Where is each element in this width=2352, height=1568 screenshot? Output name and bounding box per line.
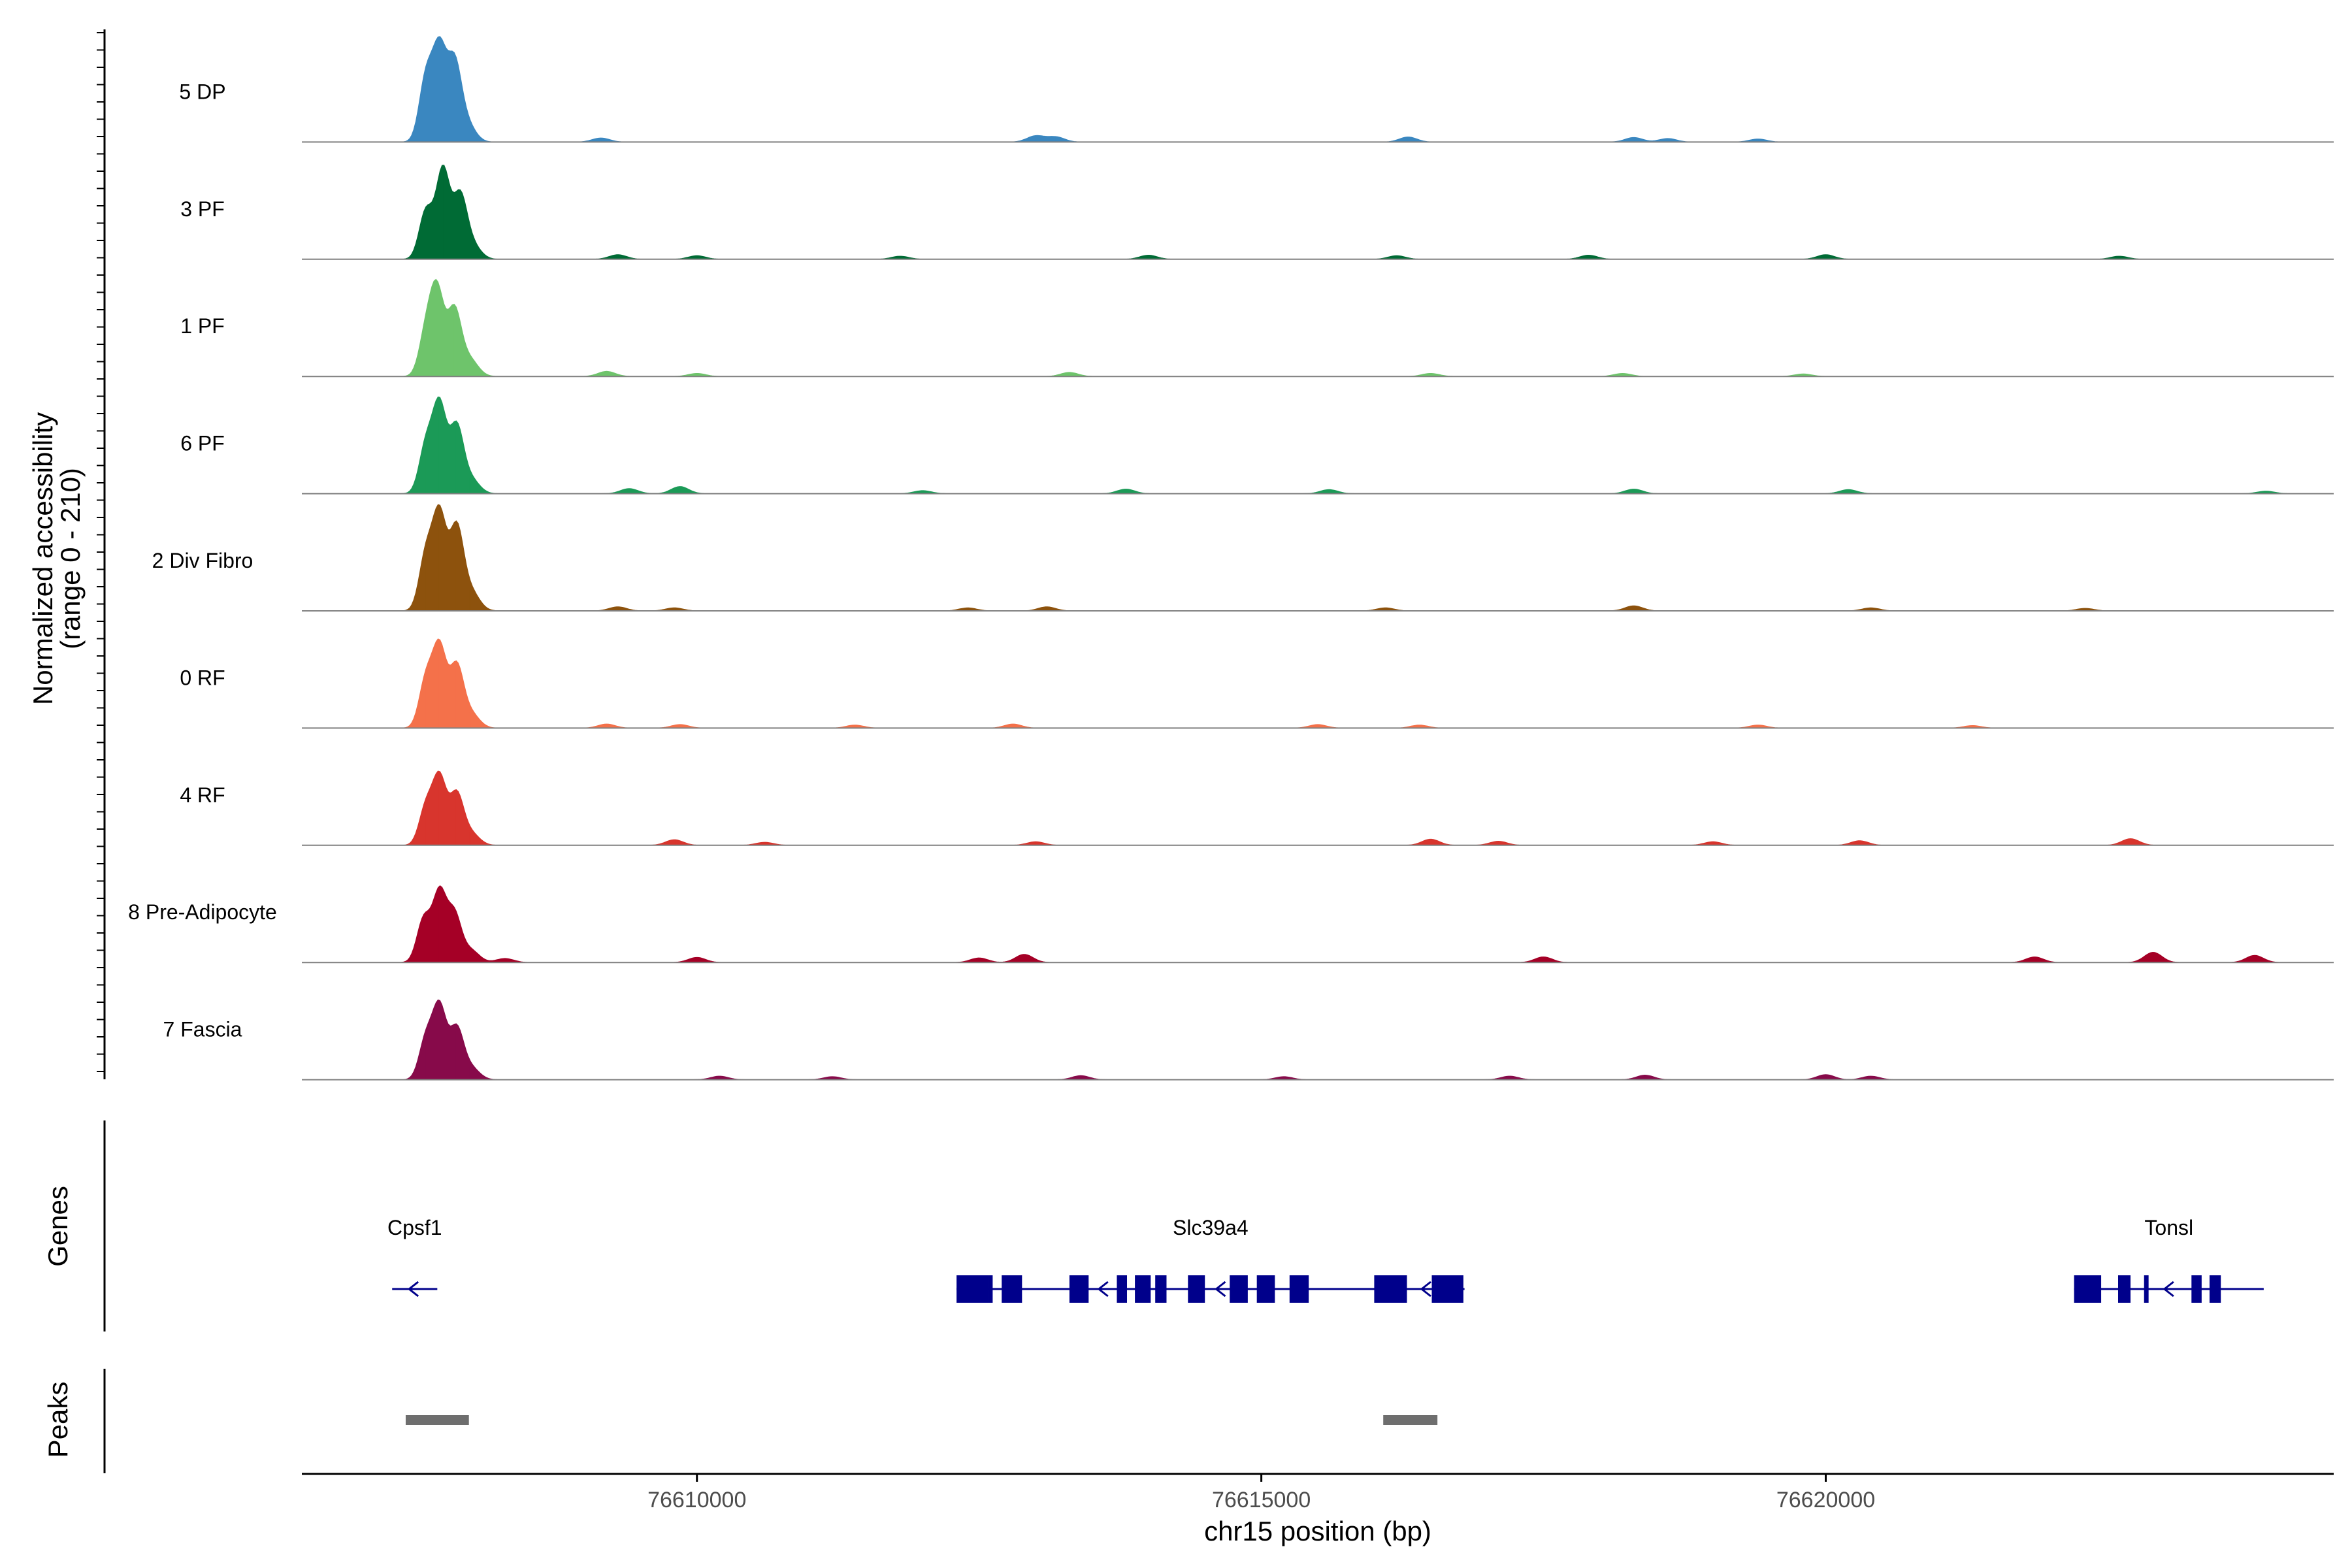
track-6: 4 RF — [180, 770, 2334, 846]
gene-label: Slc39a4 — [1173, 1216, 1249, 1239]
track-label: 3 PF — [180, 197, 225, 221]
gene-exon — [2117, 1275, 2131, 1303]
strand-arrow — [1420, 1281, 1431, 1298]
y-axis-title-line2: (range 0 - 210) — [55, 468, 86, 649]
track-2: 1 PF — [180, 278, 2334, 378]
track-label: 5 DP — [179, 80, 225, 103]
coverage-area — [302, 885, 2334, 963]
coverage-area — [302, 999, 2334, 1081]
gene-exon — [2144, 1275, 2149, 1303]
strand-arrow — [1097, 1281, 1109, 1298]
track-8: 7 Fascia — [163, 999, 2334, 1081]
strand-arrow — [2163, 1281, 2174, 1298]
x-axis-tick-label: 76620000 — [1776, 1488, 1875, 1512]
coverage-area — [302, 278, 2334, 377]
gene-label: Cpsf1 — [387, 1216, 442, 1239]
gene-exon — [1135, 1275, 1151, 1303]
track-7: 8 Pre-Adipocyte — [128, 885, 2334, 964]
track-label: 8 Pre-Adipocyte — [128, 900, 277, 924]
gene-label: Tonsl — [2144, 1216, 2193, 1239]
gene-exon — [1230, 1275, 1248, 1303]
peaks-panel — [405, 1415, 1438, 1425]
x-axis-tick-label: 76610000 — [647, 1488, 746, 1512]
gene-slc39a4: Slc39a4 — [956, 1216, 1465, 1303]
gene-exon — [2074, 1275, 2102, 1303]
gene-exon — [1002, 1275, 1022, 1303]
coverage-area — [302, 638, 2334, 728]
peak-region — [405, 1415, 469, 1425]
genes-panel: Cpsf1 Slc39a4 Tonsl — [387, 1216, 2264, 1303]
track-label: 7 Fascia — [163, 1018, 242, 1041]
gene-exon — [1374, 1275, 1407, 1303]
y-axis-title-line1: Normalized accessibility — [27, 412, 58, 705]
coverage-area — [302, 504, 2334, 612]
track-0: 5 DP — [179, 36, 2334, 143]
coverage-area — [302, 165, 2334, 260]
coverage-area — [302, 36, 2334, 142]
peaks-panel-title: Peaks — [42, 1382, 73, 1458]
x-axis-ticks: 76610000 76615000 76620000 — [647, 1474, 1875, 1512]
x-axis-title: chr15 position (bp) — [1204, 1516, 1431, 1546]
x-axis-tick-label: 76615000 — [1212, 1488, 1311, 1512]
gene-cpsf1: Cpsf1 — [387, 1216, 442, 1298]
track-1: 3 PF — [180, 165, 2334, 260]
gene-exon — [2209, 1275, 2221, 1303]
gene-tonsl: Tonsl — [2074, 1216, 2264, 1303]
gene-exon — [2191, 1275, 2202, 1303]
track-5: 0 RF — [180, 638, 2334, 729]
track-label: 6 PF — [180, 432, 225, 455]
gene-exon — [956, 1275, 988, 1303]
track-label: 2 Div Fibro — [152, 549, 253, 572]
track-label: 0 RF — [180, 666, 225, 689]
gene-exon — [1155, 1275, 1167, 1303]
strand-arrow — [1215, 1281, 1226, 1298]
coverage-area — [302, 396, 2334, 495]
strand-arrow — [407, 1281, 419, 1298]
track-4: 2 Div Fibro — [152, 504, 2334, 612]
track-3: 6 PF — [180, 396, 2334, 495]
track-label: 1 PF — [180, 314, 225, 338]
gene-exon — [988, 1275, 993, 1303]
genes-panel-title: Genes — [42, 1186, 73, 1267]
gene-exon — [1069, 1275, 1089, 1303]
gene-exon — [1188, 1275, 1205, 1303]
accessibility-tracks: 5 DP 3 PF 1 PF 6 PF 2 Div Fibro 0 RF 4 RF 8 Pre… — [128, 36, 2334, 1081]
track-label: 4 RF — [180, 783, 225, 807]
gene-exon — [1431, 1275, 1463, 1303]
coverage-area — [302, 770, 2334, 846]
tracks-y-axis-ticks — [97, 32, 105, 1072]
gene-exon — [1117, 1275, 1128, 1303]
y-axis-title: Normalized accessibility (range 0 - 210) — [27, 412, 86, 705]
gene-exon — [1289, 1275, 1309, 1303]
gene-exon — [1256, 1275, 1275, 1303]
peak-region — [1383, 1415, 1438, 1425]
